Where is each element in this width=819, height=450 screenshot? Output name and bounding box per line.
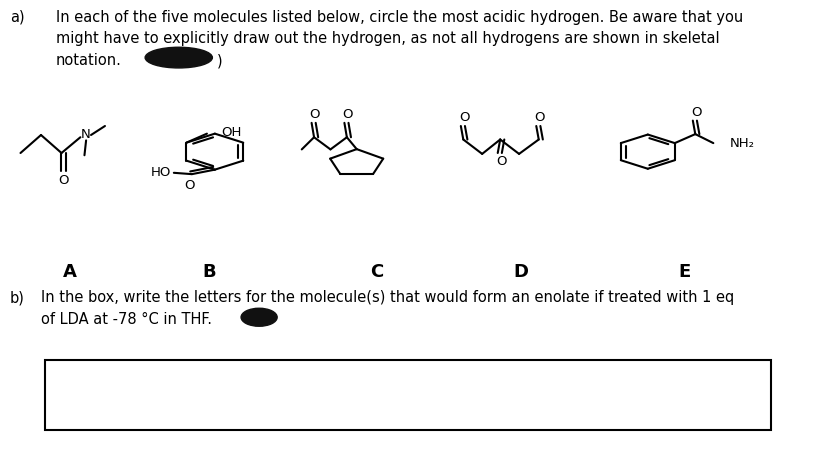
Text: OH: OH <box>221 126 242 139</box>
Text: D: D <box>513 263 527 281</box>
Text: B: B <box>202 263 215 281</box>
Text: a): a) <box>10 10 25 25</box>
Text: O: O <box>184 179 194 192</box>
Text: In the box, write the letters for the molecule(s) that would form an enolate if : In the box, write the letters for the mo… <box>41 290 733 305</box>
Text: NH₂: NH₂ <box>729 137 753 149</box>
Text: HO: HO <box>151 166 171 179</box>
Text: E: E <box>678 263 690 281</box>
Text: b): b) <box>10 290 25 305</box>
Text: O: O <box>495 155 505 167</box>
Text: might have to explicitly draw out the hydrogen, as not all hydrogens are shown i: might have to explicitly draw out the hy… <box>56 32 718 46</box>
Text: of LDA at -78 °C in THF.: of LDA at -78 °C in THF. <box>41 312 212 327</box>
Text: O: O <box>342 108 352 121</box>
Ellipse shape <box>241 308 277 326</box>
FancyBboxPatch shape <box>45 360 770 430</box>
Text: O: O <box>534 112 544 124</box>
Text: notation.: notation. <box>56 53 121 68</box>
Text: In each of the five molecules listed below, circle the most acidic hydrogen. Be : In each of the five molecules listed bel… <box>56 10 742 25</box>
Text: C: C <box>370 263 383 281</box>
Text: ): ) <box>216 53 222 68</box>
Text: O: O <box>690 106 700 119</box>
Text: O: O <box>310 108 319 121</box>
Text: O: O <box>459 112 468 124</box>
Ellipse shape <box>145 47 212 68</box>
Text: O: O <box>59 175 69 187</box>
Text: A: A <box>63 263 76 281</box>
Text: N: N <box>81 128 91 141</box>
